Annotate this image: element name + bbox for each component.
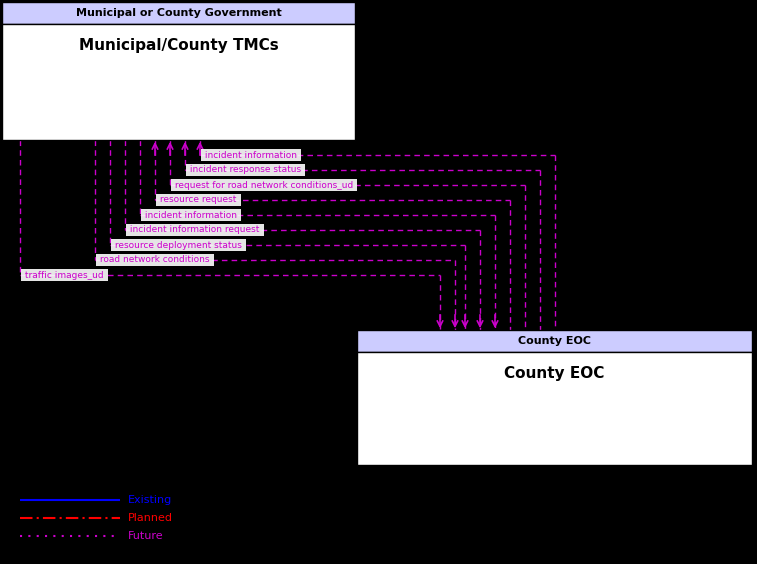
Text: resource request: resource request <box>157 196 239 205</box>
Text: request for road network conditions_ud: request for road network conditions_ud <box>172 180 356 190</box>
Text: Existing: Existing <box>128 495 173 505</box>
Bar <box>357 352 752 465</box>
Text: road network conditions: road network conditions <box>97 255 213 265</box>
Text: incident information: incident information <box>142 210 240 219</box>
Text: County EOC: County EOC <box>504 366 605 381</box>
Text: Municipal or County Government: Municipal or County Government <box>76 8 282 18</box>
Text: Municipal/County TMCs: Municipal/County TMCs <box>79 38 279 53</box>
Text: incident information: incident information <box>202 151 300 160</box>
Bar <box>357 330 752 352</box>
Text: resource deployment status: resource deployment status <box>112 240 245 249</box>
Bar <box>2 24 355 140</box>
Text: traffic images_ud: traffic images_ud <box>22 271 107 280</box>
Text: incident response status: incident response status <box>187 165 304 174</box>
Text: incident information request: incident information request <box>127 226 262 235</box>
Text: Planned: Planned <box>128 513 173 523</box>
Bar <box>2 2 355 24</box>
Text: County EOC: County EOC <box>518 336 591 346</box>
Text: Future: Future <box>128 531 164 541</box>
